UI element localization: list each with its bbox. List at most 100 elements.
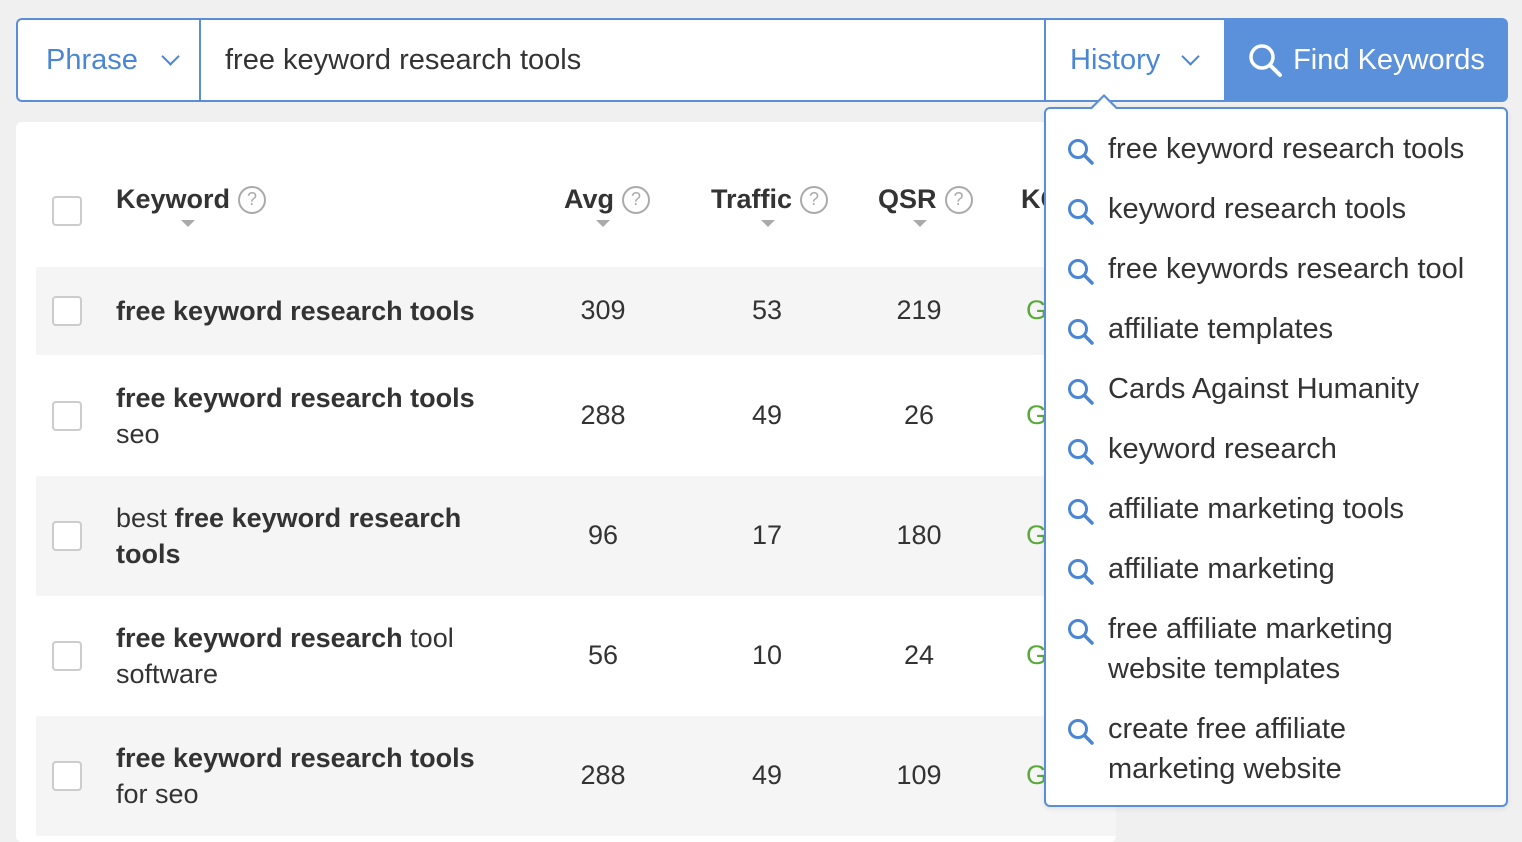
avg-cell: 288: [580, 760, 626, 790]
help-icon[interactable]: ?: [944, 185, 973, 214]
help-icon[interactable]: ?: [622, 185, 651, 214]
history-item-line: free affiliate marketing: [1108, 613, 1393, 645]
history-item[interactable]: affiliate marketing: [1066, 549, 1496, 589]
match-type-label: Phrase: [46, 43, 138, 76]
table-row[interactable]: free keyword research tools 309 53 219 G: [36, 267, 1116, 355]
row-checkbox[interactable]: [52, 296, 82, 326]
kc-cell: G: [1026, 760, 1048, 790]
keyword-text-segment: free keyword research tools: [116, 296, 475, 326]
keyword-text-segment: free keyword research: [174, 503, 462, 533]
qsr-cell: 26: [903, 399, 935, 430]
row-checkbox[interactable]: [52, 400, 82, 431]
results-table: Keyword ? Avg ? Traffic ? QSR ? KC free …: [16, 122, 1116, 842]
search-icon: [1068, 259, 1094, 285]
kc-cell: G: [1026, 295, 1048, 325]
history-item[interactable]: affiliate templates: [1066, 309, 1496, 349]
find-keywords-label: Find Keywords: [1293, 43, 1485, 76]
sort-arrow-icon[interactable]: [181, 220, 195, 227]
table-row[interactable]: free keyword research tools for seo 288 49 1…: [36, 716, 1116, 836]
avg-cell: 309: [580, 295, 626, 325]
qsr-cell: 24: [903, 640, 935, 670]
kc-cell: G: [1026, 640, 1048, 670]
find-keywords-button[interactable]: Find Keywords: [1224, 18, 1508, 102]
sort-arrow-icon[interactable]: [596, 220, 610, 227]
history-item-line: free keywords research tool: [1108, 253, 1465, 285]
history-item[interactable]: keyword research tools: [1066, 189, 1496, 229]
column-header-avg[interactable]: Avg ?: [564, 184, 651, 215]
history-item[interactable]: Cards Against Humanity: [1066, 369, 1496, 409]
table-row[interactable]: free keyword research tool software 56 10 24…: [36, 596, 1116, 716]
history-item[interactable]: free keyword research tools: [1066, 129, 1496, 169]
history-item[interactable]: create free affiliate marketing website: [1066, 709, 1496, 789]
row-checkbox[interactable]: [52, 641, 82, 671]
help-icon[interactable]: ?: [238, 185, 267, 214]
history-item-line: website templates: [1108, 653, 1341, 685]
search-icon: [1068, 139, 1094, 165]
help-icon[interactable]: ?: [800, 185, 829, 214]
qsr-cell: 219: [896, 295, 942, 325]
history-item[interactable]: keyword research: [1066, 429, 1496, 469]
search-icon: [1068, 199, 1094, 225]
keyword-text-segment: free keyword research: [116, 623, 403, 653]
history-item-text: free keyword research tools: [1108, 129, 1464, 169]
history-item-text: free keywords research tool: [1108, 249, 1464, 289]
history-label: History: [1070, 43, 1161, 76]
table-row[interactable]: best free keyword research tools 96 17 180 G: [36, 476, 1116, 596]
dropdown-caret-inner: [1092, 97, 1116, 109]
history-item-line: affiliate marketing tools: [1108, 493, 1405, 525]
row-checkbox[interactable]: [52, 521, 82, 551]
column-header-traffic[interactable]: Traffic ?: [711, 184, 829, 215]
history-item-text: affiliate templates: [1108, 309, 1333, 349]
history-item-line: free keyword research tools: [1108, 133, 1465, 165]
keyword-text-segment: free keyword research tools: [116, 743, 475, 773]
column-header-label: QSR: [878, 184, 937, 214]
search-input[interactable]: [201, 20, 1044, 100]
keyword-cell: free keyword research tools: [116, 293, 496, 329]
history-item[interactable]: affiliate marketing tools: [1066, 489, 1496, 529]
keyword-text-segment: free keyword research tools: [116, 382, 475, 413]
history-item-text: keyword research: [1108, 429, 1337, 469]
sort-arrow-icon[interactable]: [761, 220, 775, 227]
history-item-line: affiliate marketing: [1108, 553, 1335, 585]
avg-cell: 288: [580, 399, 626, 430]
column-header-keyword[interactable]: Keyword ?: [116, 184, 267, 215]
history-item-text: affiliate marketing: [1108, 549, 1335, 589]
search-icon: [1068, 619, 1094, 645]
search-icon: [1068, 379, 1094, 405]
history-item-line: keyword research tools: [1108, 193, 1407, 225]
keyword-cell: free keyword research tools seo: [116, 380, 496, 452]
chevron-down-icon: [161, 46, 180, 66]
history-item-line: marketing website: [1108, 753, 1342, 785]
history-item-text: create free affiliate marketing website: [1108, 709, 1346, 789]
history-item[interactable]: free affiliate marketing website template…: [1066, 609, 1496, 689]
traffic-cell: 53: [751, 295, 783, 325]
search-icon: [1068, 559, 1094, 585]
history-item-text: free affiliate marketing website template…: [1108, 609, 1393, 689]
search-icon: [1068, 499, 1094, 525]
keyword-text-segment: tools: [116, 539, 181, 569]
match-type-dropdown[interactable]: Phrase: [16, 18, 199, 102]
avg-cell: 56: [587, 640, 619, 670]
keyword-cell: free keyword research tools for seo: [116, 740, 496, 812]
qsr-cell: 180: [896, 520, 942, 550]
select-all-checkbox[interactable]: [52, 196, 82, 226]
search-icon: [1068, 719, 1094, 745]
row-checkbox[interactable]: [52, 761, 82, 791]
traffic-cell: 49: [751, 399, 783, 430]
traffic-cell: 10: [751, 640, 783, 670]
keyword-cell: free keyword research tool software: [116, 620, 496, 692]
search-icon: [1249, 44, 1283, 77]
history-item-line: keyword research: [1108, 433, 1337, 465]
avg-cell: 96: [587, 520, 619, 550]
column-header-label: Keyword: [116, 184, 231, 214]
keyword-text-segment: for seo: [116, 779, 199, 809]
history-item[interactable]: free keywords research tool: [1066, 249, 1496, 289]
history-dropdown-button[interactable]: History: [1044, 18, 1224, 102]
kc-cell: G: [1026, 399, 1048, 430]
history-item-line: Cards Against Humanity: [1108, 373, 1420, 405]
table-row[interactable]: free keyword research tools seo 288 49 26 G: [36, 355, 1116, 476]
sort-arrow-icon[interactable]: [913, 220, 927, 227]
traffic-cell: 17: [751, 520, 783, 550]
column-header-label: Traffic: [711, 184, 793, 214]
column-header-qsr[interactable]: QSR ?: [878, 184, 973, 215]
